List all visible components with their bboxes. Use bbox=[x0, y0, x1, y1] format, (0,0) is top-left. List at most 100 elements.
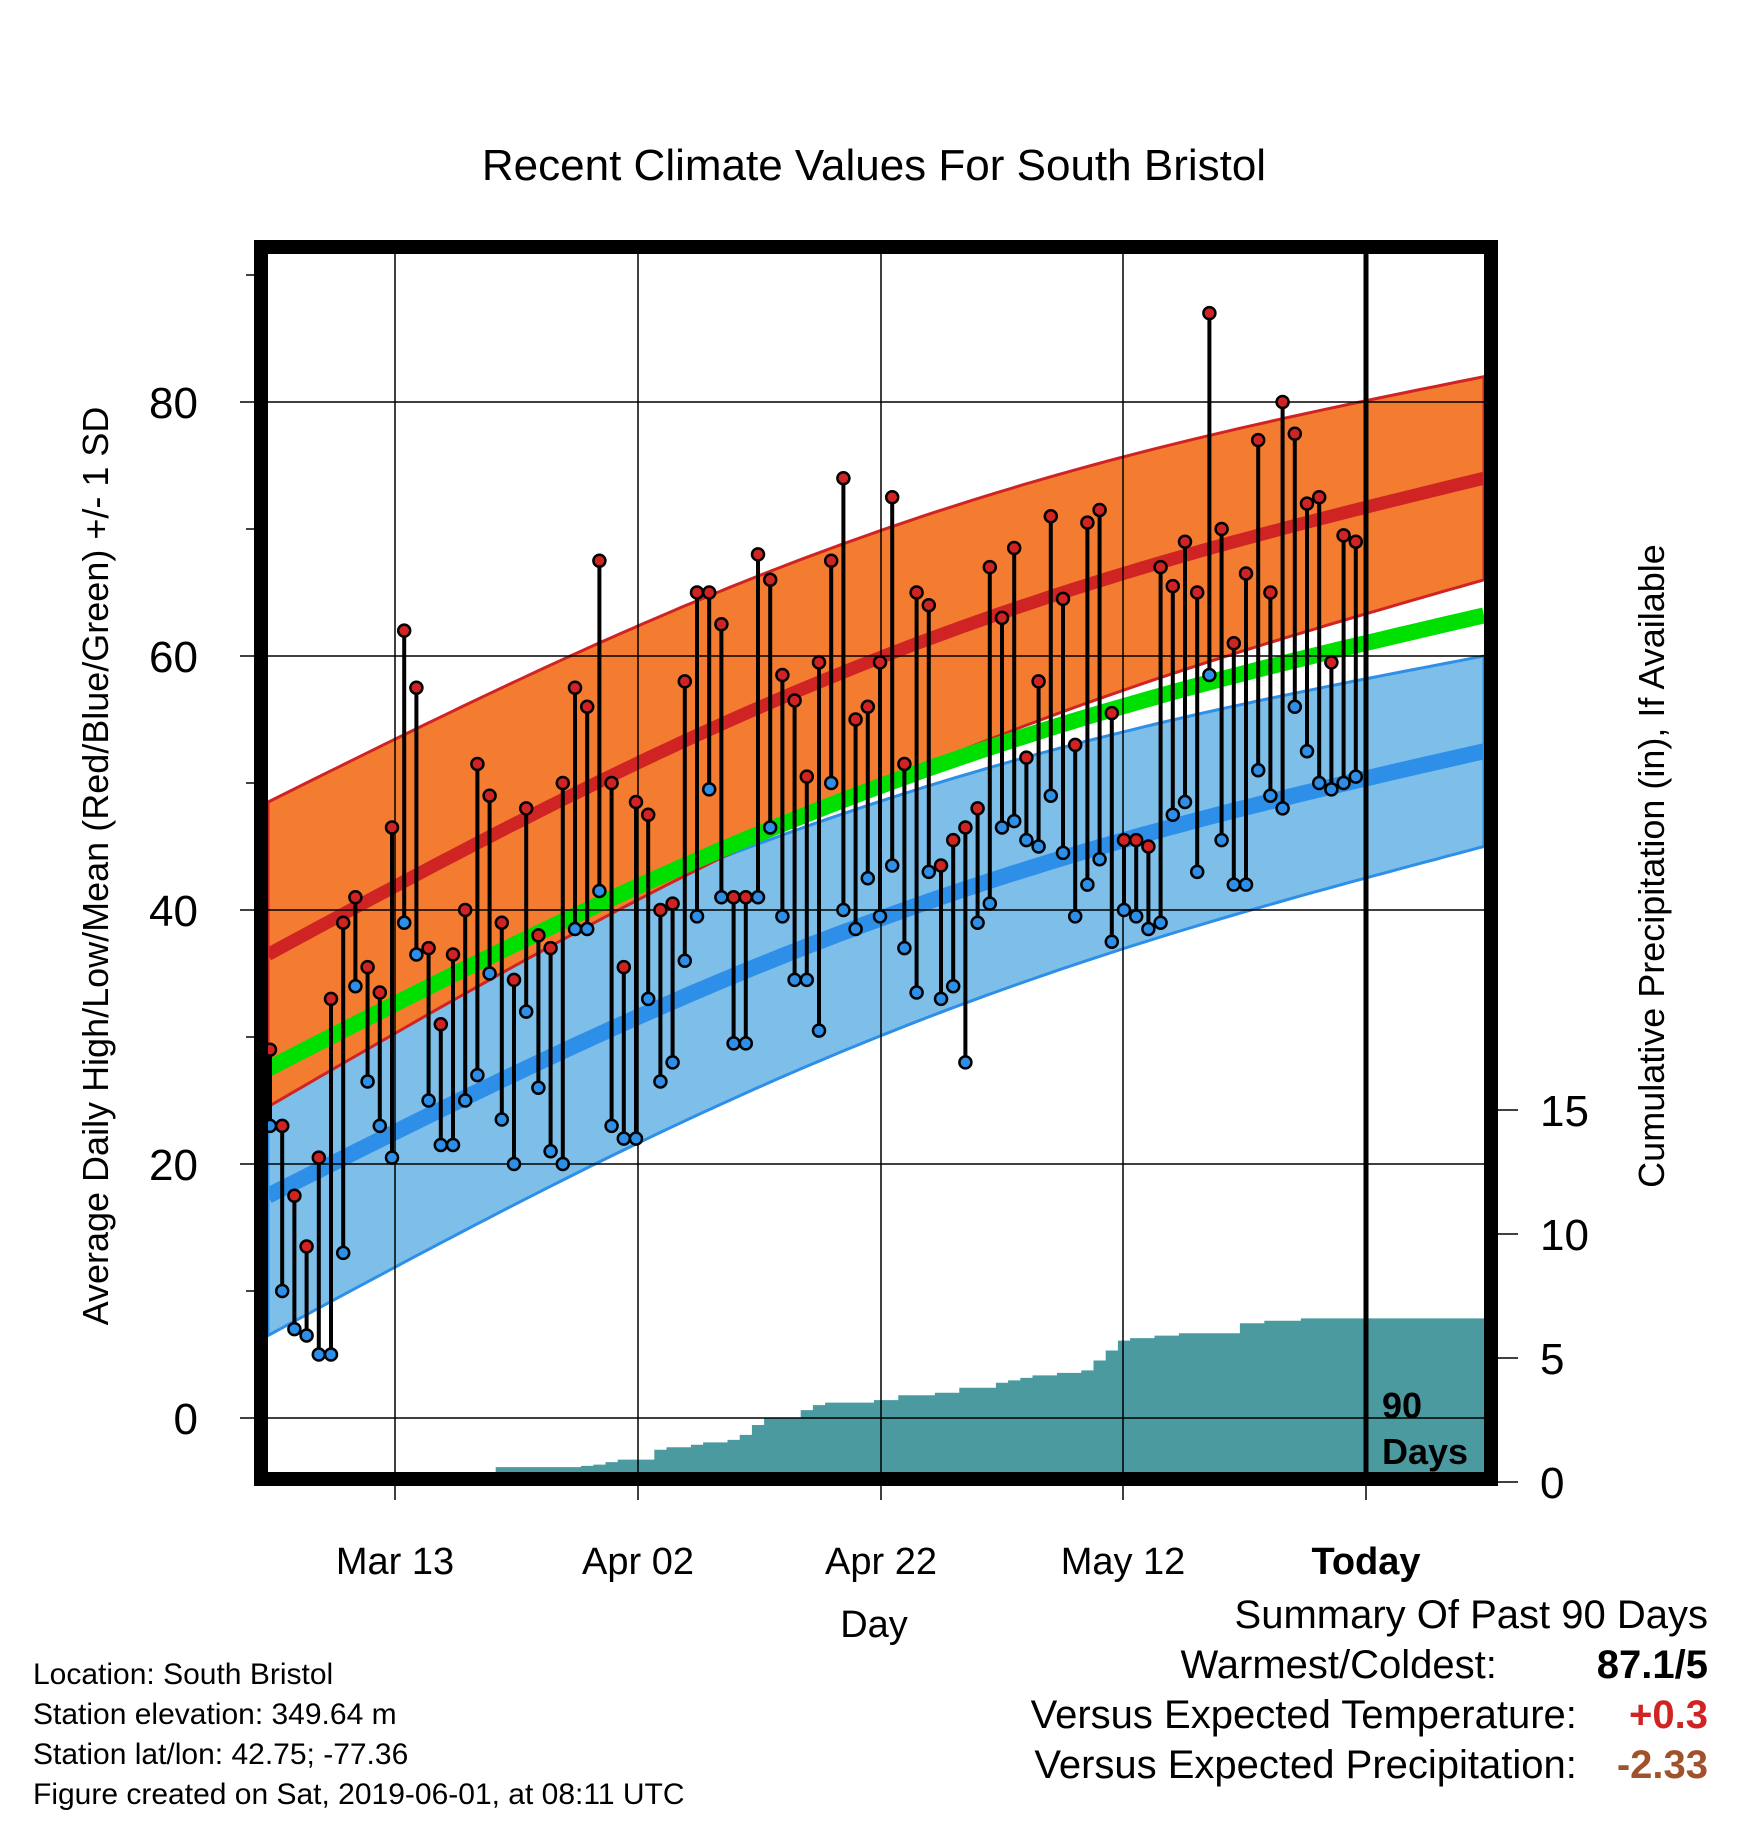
precipitation-area bbox=[495, 1318, 1484, 1472]
daily-high-point bbox=[1128, 832, 1144, 848]
daily-high-point bbox=[653, 902, 668, 918]
daily-high-point bbox=[933, 858, 949, 873]
daily-low-point bbox=[1128, 909, 1144, 924]
daily-low-point bbox=[421, 1093, 436, 1108]
daily-low-point bbox=[872, 909, 888, 924]
daily-high-point bbox=[1177, 534, 1193, 549]
daily-low-point bbox=[592, 883, 607, 899]
daily-high-point bbox=[1080, 515, 1095, 530]
daily-low-point bbox=[884, 858, 900, 873]
daily-high-point bbox=[1116, 832, 1132, 848]
daily-low-point bbox=[775, 909, 790, 924]
daily-low-point bbox=[945, 978, 961, 994]
daily-high-point bbox=[982, 559, 998, 575]
daily-high-point bbox=[677, 674, 693, 689]
daily-low-point bbox=[628, 1131, 644, 1146]
daily-high-point bbox=[396, 623, 412, 638]
daily-high-point bbox=[482, 788, 497, 803]
days-annotation-line1: 90 bbox=[1382, 1385, 1422, 1426]
daily-high-point bbox=[1189, 585, 1205, 600]
daily-low-point bbox=[1153, 915, 1168, 930]
days-annotation-line2: Days bbox=[1382, 1431, 1468, 1472]
daily-high-point bbox=[555, 775, 571, 791]
daily-high-point bbox=[714, 617, 729, 632]
daily-high-point bbox=[543, 940, 558, 956]
daily-high-point bbox=[311, 1150, 327, 1165]
x-tick-label: Apr 02 bbox=[582, 1541, 694, 1583]
daily-low-point bbox=[970, 915, 985, 930]
daily-low-point bbox=[1055, 845, 1071, 861]
daily-high-point bbox=[323, 991, 339, 1007]
daily-high-point bbox=[628, 794, 644, 810]
daily-high-point bbox=[750, 547, 766, 562]
daily-low-point bbox=[1214, 832, 1229, 848]
daily-high-point bbox=[762, 572, 778, 588]
y2-axis-label: Cumulative Precipitation (in), If Availa… bbox=[1631, 544, 1672, 1188]
daily-low-point bbox=[1177, 794, 1193, 810]
x-axis-label: Day bbox=[840, 1604, 908, 1646]
daily-low-point bbox=[1202, 667, 1217, 683]
daily-low-point bbox=[1006, 813, 1022, 829]
daily-high-point bbox=[1348, 534, 1364, 549]
daily-high-point bbox=[823, 553, 839, 568]
warmest-value: 87.1/5 bbox=[1596, 1643, 1708, 1687]
daily-high-point bbox=[1019, 750, 1034, 765]
daily-low-point bbox=[897, 940, 912, 956]
daily-high-point bbox=[1055, 591, 1071, 607]
daily-low-point bbox=[1165, 807, 1181, 822]
daily-high-point bbox=[1043, 509, 1059, 524]
latlon-text: Station lat/lon: 42.75; -77.36 bbox=[33, 1738, 409, 1771]
x-tick-label: May 12 bbox=[1061, 1541, 1186, 1583]
daily-high-point bbox=[701, 585, 717, 600]
daily-low-point bbox=[653, 1074, 668, 1089]
temp-value: +0.3 bbox=[1629, 1693, 1708, 1737]
temp-label: Versus Expected Temperature: bbox=[1030, 1693, 1577, 1737]
daily-low-point bbox=[531, 1080, 546, 1096]
daily-high-point bbox=[909, 585, 924, 600]
daily-low-point bbox=[982, 896, 998, 911]
daily-low-point bbox=[1275, 801, 1290, 816]
daily-low-point bbox=[604, 1118, 619, 1134]
daily-low-point bbox=[470, 1067, 485, 1083]
daily-low-point bbox=[616, 1131, 632, 1146]
daily-high-point bbox=[604, 775, 619, 791]
daily-high-point bbox=[689, 585, 705, 600]
daily-low-point bbox=[811, 1023, 827, 1038]
daily-low-point bbox=[726, 1036, 741, 1051]
daily-low-point bbox=[457, 1093, 473, 1108]
daily-high-point bbox=[775, 667, 790, 683]
daily-high-point bbox=[994, 610, 1010, 626]
daily-high-point bbox=[665, 896, 680, 911]
daily-high-point bbox=[958, 820, 973, 835]
y2-tick-label: 0 bbox=[1540, 1459, 1564, 1508]
daily-low-point bbox=[1189, 864, 1205, 880]
daily-low-point bbox=[335, 1245, 351, 1261]
daily-low-point bbox=[1311, 775, 1327, 791]
daily-low-point bbox=[360, 1074, 375, 1089]
daily-low-point bbox=[762, 820, 778, 835]
daily-low-point bbox=[1116, 902, 1132, 918]
daily-high-point bbox=[348, 890, 363, 905]
y2-tick-label: 5 bbox=[1540, 1335, 1564, 1384]
daily-high-point bbox=[470, 756, 485, 772]
daily-low-point bbox=[1043, 788, 1059, 803]
daily-high-point bbox=[1226, 636, 1242, 651]
daily-high-point bbox=[421, 940, 436, 956]
y-tick-label: 80 bbox=[149, 379, 198, 428]
daily-low-point bbox=[396, 915, 412, 930]
daily-high-point bbox=[1141, 839, 1156, 854]
daily-low-point bbox=[1226, 877, 1242, 892]
daily-high-point bbox=[274, 1118, 290, 1134]
y2-tick-label: 15 bbox=[1540, 1087, 1589, 1136]
daily-low-point bbox=[1141, 921, 1156, 937]
daily-high-point bbox=[1336, 528, 1351, 543]
daily-high-point bbox=[836, 470, 851, 486]
daily-low-point bbox=[994, 820, 1010, 835]
daily-high-point bbox=[1299, 496, 1315, 511]
daily-low-point bbox=[958, 1055, 973, 1070]
daily-high-point bbox=[1214, 521, 1229, 537]
daily-low-point bbox=[482, 966, 497, 981]
daily-high-point bbox=[945, 832, 961, 848]
y-tick-label: 0 bbox=[174, 1395, 198, 1444]
daily-low-point bbox=[287, 1321, 302, 1337]
